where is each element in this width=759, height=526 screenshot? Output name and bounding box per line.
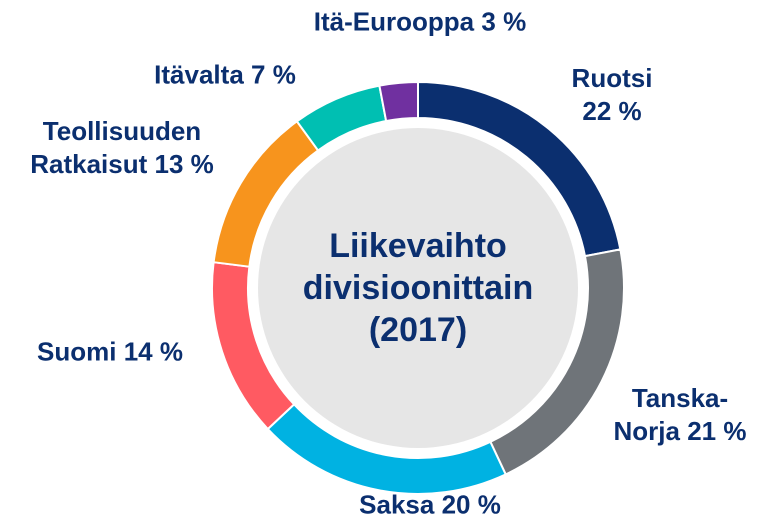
center-text: Liikevaihto divisioonittain (2017) (302, 227, 534, 349)
segment-label: Itävalta 7 % (154, 59, 296, 92)
center-disk (258, 128, 578, 448)
segment-label: Itä-Eurooppa 3 % (314, 6, 526, 39)
donut-segment (378, 80, 419, 123)
value-label: 20 % (441, 489, 501, 520)
category-name: Saksa (359, 489, 435, 520)
value-label: 7 % (251, 59, 296, 90)
category-name: Teollisuuden Ratkaisut (30, 116, 202, 179)
value-label: 13 % (154, 149, 214, 179)
category-name: Tanska-Norja (613, 383, 729, 446)
segment-label: Teollisuuden Ratkaisut 13 % (5, 115, 240, 181)
value-label: 21 % (687, 416, 747, 446)
value-label: 14 % (123, 336, 183, 367)
segment-label: Suomi 14 % (37, 336, 183, 369)
category-name: Suomi (37, 336, 117, 367)
segment-label: Ruotsi 22 % (557, 62, 667, 128)
value-label: 22 % (582, 96, 642, 126)
segment-label: Saksa 20 % (359, 489, 501, 522)
category-name: Itä-Eurooppa (313, 6, 475, 37)
value-label: 3 % (481, 6, 527, 37)
category-name: Itävalta (154, 59, 244, 90)
segment-label: Tanska-Norja 21 % (605, 382, 755, 448)
category-name: Ruotsi (571, 63, 653, 93)
